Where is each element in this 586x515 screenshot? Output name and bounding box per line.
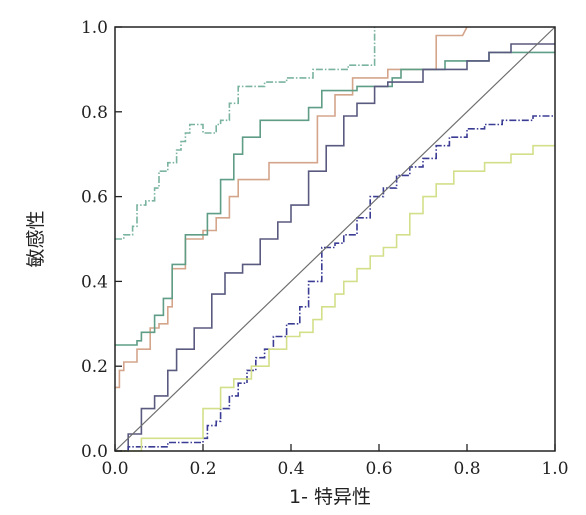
y-tick-label: 0.4 (81, 272, 108, 292)
y-tick-label: 0.6 (81, 188, 108, 208)
roc-curve-4 (115, 43, 555, 452)
roc-curve-3 (115, 51, 555, 346)
ticks-layer: 0.0 0.2 0.4 0.6 0.8 1.0 0.0 0.2 0.4 0.6 0.8 1.0 (81, 18, 569, 479)
roc-curve-6 (115, 144, 555, 452)
y-tick-label: 0.2 (81, 357, 108, 377)
x-axis-title: 1- 特异性 (289, 486, 371, 508)
roc-curve-2 (115, 26, 468, 389)
x-tick-label: 0.4 (277, 459, 304, 479)
y-tick-label: 1.0 (81, 18, 108, 38)
x-tick-label: 0.2 (189, 459, 216, 479)
x-tick-label: 0.6 (365, 459, 392, 479)
roc-curve-5 (115, 115, 555, 452)
x-tick-label: 0.0 (101, 459, 128, 479)
roc-curve-1 (115, 27, 376, 240)
plot-frame (114, 26, 556, 452)
diagonal-reference-line (114, 26, 556, 452)
x-tick-label: 0.8 (453, 459, 480, 479)
x-tick-label: 1.0 (541, 459, 568, 479)
series-layer (115, 26, 555, 452)
y-tick-label: 0.8 (81, 103, 108, 123)
y-axis-title: 敏感性 (25, 210, 47, 267)
y-tick-label: 0.0 (81, 442, 108, 462)
